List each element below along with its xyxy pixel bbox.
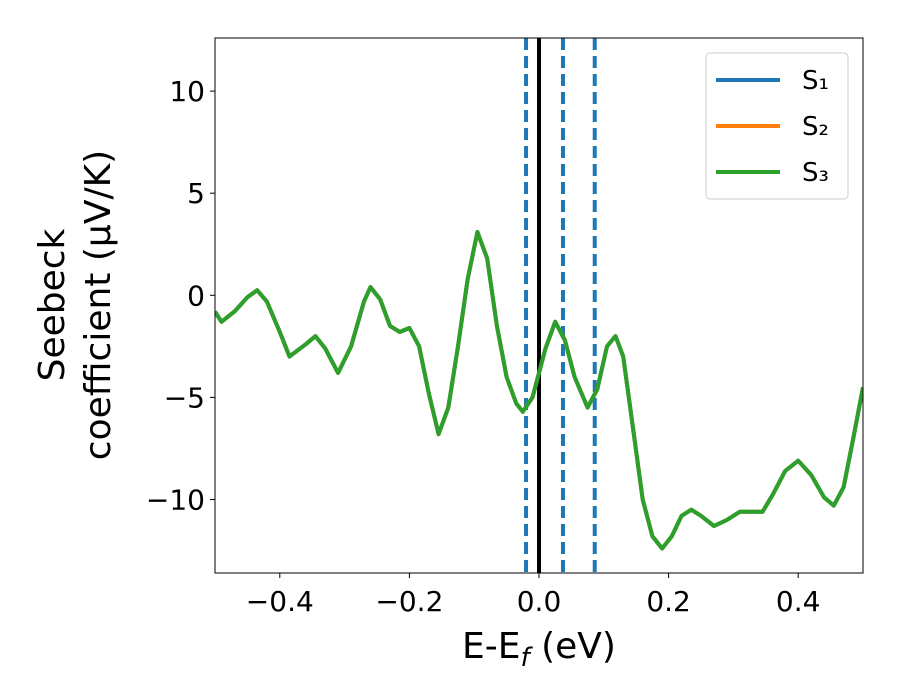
x-label-part: E-E [462,626,520,667]
x-tick-label: 0.4 [776,585,821,618]
y-label-line: coefficient (μV/K) [78,150,119,460]
y-tick-label: −5 [164,381,205,414]
legend-label: S₂ [802,112,829,142]
x-tick-label: −0.4 [246,585,314,618]
y-tick-label: 5 [187,177,205,210]
x-axis-label: E-Ef (eV) [462,626,616,673]
y-axis-label: Seebeck coefficient (μV/K) [32,150,119,460]
x-tick-label: 0.2 [646,585,691,618]
y-tick-label: −10 [146,483,205,516]
x-tick-label: 0.0 [517,585,562,618]
y-label-line: Seebeck [32,228,73,381]
y-tick-label: 10 [169,75,205,108]
legend-label: S₁ [802,66,829,96]
x-label-part: (eV) [530,626,616,667]
legend-label: S₃ [802,158,829,188]
x-tick-label: −0.2 [375,585,443,618]
series-line [215,230,863,551]
plot-area [215,38,863,573]
y-tick-label: 0 [187,279,205,312]
